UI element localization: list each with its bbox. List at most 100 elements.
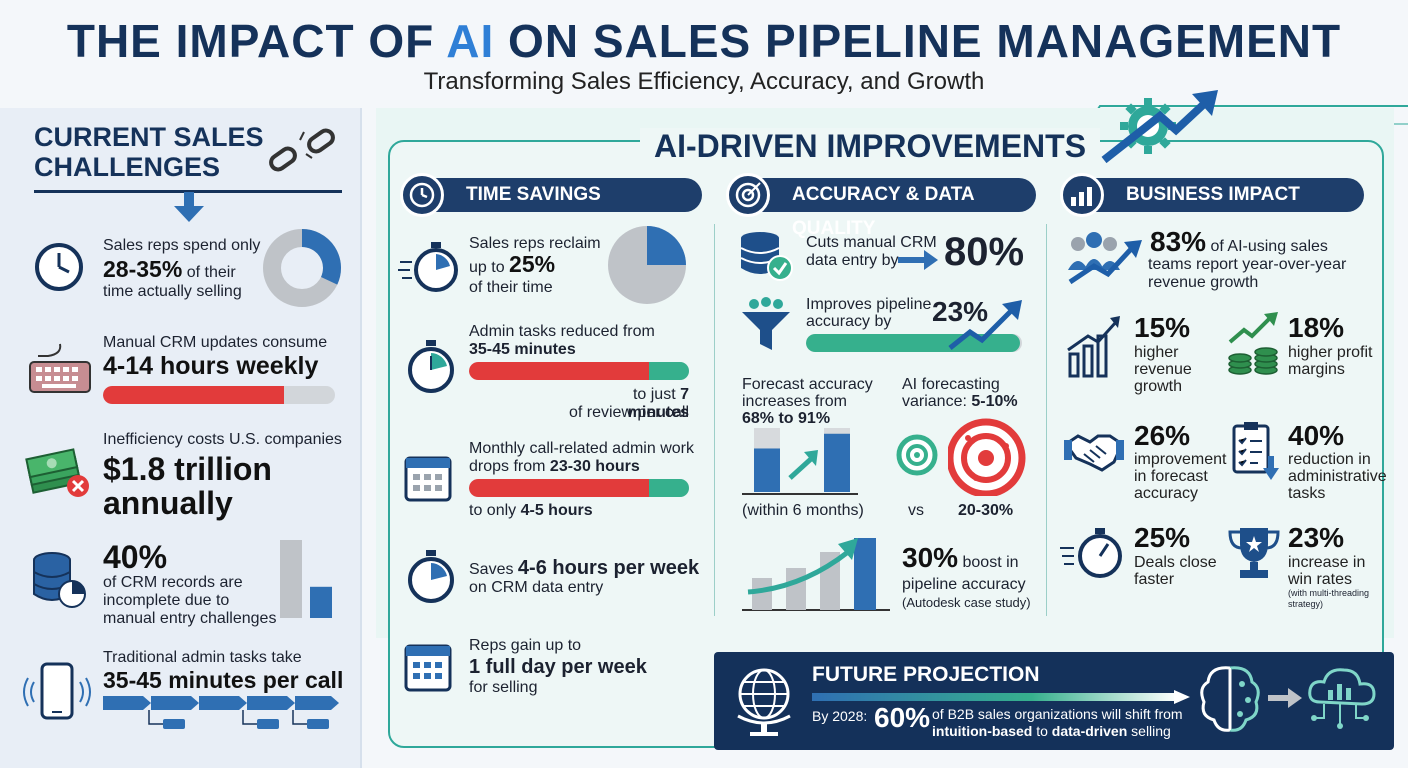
forecast-accuracy-text: Forecast accuracy increases from 68% to … [742,376,873,427]
selling-time-donut-chart [263,229,341,307]
time-savings-clock-icon [400,173,444,217]
forecast-bar-after [824,433,850,492]
heading-underline [34,190,342,193]
down-arrow-icon [174,192,204,222]
crm-updates-bar [103,386,335,404]
forecast-arrow-head [804,450,818,466]
fast-stopwatch-icon [1060,528,1122,578]
incomplete-records-label: of CRM records are incomplete due to man… [103,574,277,627]
variance-vs-value: 20-30% [958,502,1014,519]
ai-teams-growth-label: teams report year-over-year revenue grow… [1148,256,1347,291]
brain-icon [1200,666,1260,732]
monthly-admin-text: Monthly call-related admin work drops fr… [469,440,694,475]
right-arrow-icon [898,250,938,270]
admin-reduced-to: to just 7 minutes [627,386,689,421]
win-rates-value: 23% [1288,522,1345,553]
admin-tasks-value: 35-45 minutes per call [103,667,344,693]
funnel-icon [742,297,790,350]
pipeline-accuracy-value: 23% [932,296,989,327]
bar-chart-icon [1060,173,1104,217]
admin-reduced-bar [469,362,689,380]
profit-margin-value: 18% [1288,312,1345,343]
future-by-year: By 2028: [812,708,868,724]
cost-value: $1.8 trillion [103,451,272,487]
bar-all-records [280,540,302,618]
target-icon [726,173,770,217]
revenue-growth-label: higher revenue growth [1134,344,1192,395]
saves-hours-text: Saves 4-6 hours per week [469,557,700,579]
forecast-variance-text: AI forecasting variance: 5-10% [902,376,1018,410]
broken-chain-icon [269,128,335,172]
column-divider [1046,224,1047,616]
challenges-panel [0,108,362,768]
forecast-bar-before [754,448,780,492]
full-day-value: 1 full day per week [469,656,647,678]
cost-label: Inefficiency costs U.S. companies [103,431,342,448]
admin-reduction-label: reduction in administrative tasks [1288,451,1387,502]
column-divider [714,224,715,616]
future-percentage: 60% [874,702,931,733]
future-arrow-bar [812,690,1190,704]
win-rates-note: (with multi-threading strategy) [1288,588,1370,609]
checklist-down-icon [1232,422,1279,480]
monthly-admin-bar [469,479,689,497]
accuracy-header: ACCURACY & DATA QUALITY [740,178,1036,239]
pie-reclaimed-slice [647,226,686,265]
gear-growth-arrow-icon [1101,90,1218,164]
forecast-improvement-value: 26% [1134,420,1191,451]
deals-faster-value: 25% [1134,522,1191,553]
trophy-icon [1228,528,1280,578]
cuts-crm-text: Cuts manual CRM data entry by [806,234,937,269]
admin-process-flow [103,696,339,729]
small-target-icon [896,434,938,476]
crm-updates-label: Manual CRM updates consume [103,334,328,351]
cloud-data-icon [1308,668,1376,729]
variance-vs: vs [908,502,924,519]
handshake-icon [1064,434,1124,472]
database-check-icon [740,232,793,281]
globe-icon [737,668,791,736]
donut-selling-slice [301,229,341,285]
stopwatch-icon [408,550,454,603]
selling-time-label: Sales reps spend only [103,237,261,254]
database-pie-icon [33,552,86,608]
revenue-growth-value: 15% [1134,312,1191,343]
full-day-post: for selling [469,679,538,696]
growth-arrow-icon [948,300,1022,350]
calendar-icon [404,644,452,692]
autodesk-note: (Autodesk case study) [902,595,1031,610]
admin-reduction-value: 40% [1288,420,1345,451]
autodesk-boost-label: pipeline accuracy [902,576,1026,593]
calendar-icon [404,456,452,502]
forecast-improvement-label: improvement in forecast accuracy [1134,451,1227,502]
crm-updates-bar-fill [103,386,284,404]
saves-hours-label: on CRM data entry [469,579,604,596]
future-description: of B2B sales organizations will shift fr… [932,706,1183,739]
pipeline-accuracy-bar [806,334,1022,352]
bar-incomplete-records [310,586,332,618]
forecast-arrow [788,456,814,480]
page-subtitle: Transforming Sales Efficiency, Accuracy,… [423,68,985,95]
business-impact-header: BUSINESS IMPACT [1074,178,1364,212]
clock-icon [35,243,83,291]
future-projection-title: FUTURE PROJECTION [812,663,1040,686]
monthly-admin-to: to only 4-5 hours [469,502,593,519]
stopwatch-icon [408,340,454,393]
full-day-label: Reps gain up to [469,637,582,654]
page-title: THE IMPACT OF AI ON SALES PIPELINE MANAG… [66,15,1342,67]
time-savings-header: TIME SAVINGS [414,178,702,212]
growth-bars-icon [1067,316,1120,378]
stopwatch-icon [398,242,458,292]
team-growth-icon [1068,232,1142,285]
challenges-heading: CURRENT SALES CHALLENGES [34,122,264,182]
admin-reduced-from: 35-45 minutes [469,341,576,358]
selling-time-label-2: time actually selling [103,283,242,300]
reclaim-time-text: Sales reps reclaim up to 25% of their ti… [469,235,601,296]
coins-growth-icon [1228,312,1278,375]
forecast-accuracy-note: (within 6 months) [742,502,864,519]
incomplete-records-value: 40% [103,539,168,575]
profit-margin-label: higher profit margins [1288,344,1373,378]
money-stack-icon [25,448,89,497]
cuts-crm-value: 80% [944,230,1025,274]
admin-tasks-label: Traditional admin tasks take [103,649,302,666]
